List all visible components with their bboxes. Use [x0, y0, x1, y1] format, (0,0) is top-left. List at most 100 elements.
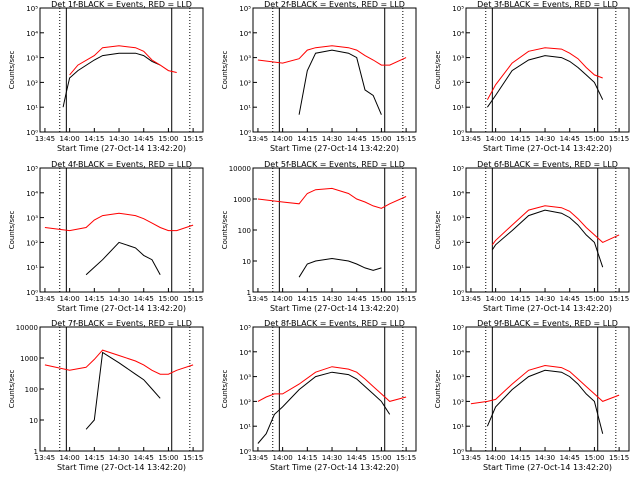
series-lld-line: [486, 47, 603, 100]
panel-det-3: 10⁰ 10¹ 10² 10³ 10⁴ 10⁵ 13:45 14:00 14:15 14:30 14…: [434, 0, 630, 153]
x-tick-label: 15:15: [609, 135, 629, 143]
x-tick-label: 13:45: [248, 135, 268, 143]
panel-det-5: 1 10 100 1000 10000 13:45 14:00 14:15 14:30 14:45…: [221, 160, 417, 313]
y-tick-label: 10⁴: [239, 349, 251, 357]
x-tick-label: 15:15: [183, 295, 203, 303]
y-tick-label: 10⁵: [26, 5, 38, 13]
x-tick-label: 14:30: [109, 135, 129, 143]
series-lld-line: [44, 212, 194, 232]
x-axis-label: Start Time (27-Oct-14 13:42:20): [57, 144, 186, 153]
y-tick-label: 10¹: [452, 104, 464, 112]
y-tick-label: 10¹: [239, 423, 251, 431]
y-tick-label: 10⁵: [239, 5, 251, 13]
y-axis-label: Counts/sec: [434, 370, 442, 409]
x-tick-label: 15:15: [396, 454, 416, 462]
x-tick-label: 14:15: [297, 135, 317, 143]
x-axis-label: Start Time (27-Oct-14 13:42:20): [483, 463, 612, 472]
x-axis-label: Start Time (27-Oct-14 13:42:20): [270, 304, 399, 313]
series-lld-line: [470, 364, 620, 405]
panel-det-9: 10⁰ 10¹ 10² 10³ 10⁴ 10⁵ 13:45 14:00 14:15 14:30 14…: [434, 319, 630, 472]
x-tick-label: 14:15: [84, 454, 104, 462]
x-tick-label: 14:15: [297, 295, 317, 303]
y-axis-label: Counts/sec: [221, 51, 229, 90]
y-tick-label: 10⁵: [239, 324, 251, 332]
y-tick-label: 10³: [26, 215, 38, 223]
panel-det-1: 10⁰ 10¹ 10² 10³ 10⁴ 10⁵ 13:45 14:00 14:15 14:30 14…: [8, 0, 204, 153]
plot-frame: [465, 167, 630, 293]
y-tick-label: 10: [242, 258, 251, 266]
x-tick-label: 13:45: [35, 295, 55, 303]
x-tick-label: 14:45: [347, 135, 367, 143]
x-tick-label: 13:45: [248, 454, 268, 462]
series-events-line: [257, 371, 391, 444]
panel-title: Det 9f-BLACK = Events, RED = LLD: [477, 319, 618, 328]
y-tick-label: 10³: [452, 215, 464, 223]
x-tick-label: 14:00: [60, 454, 80, 462]
series-lld-line: [69, 45, 177, 76]
x-tick-label: 14:30: [109, 295, 129, 303]
y-tick-label: 10⁰: [26, 129, 38, 137]
series-events-line: [85, 241, 161, 276]
x-tick-label: 14:00: [60, 295, 80, 303]
series-events-line: [491, 209, 604, 268]
x-tick-label: 15:15: [183, 454, 203, 462]
x-tick-label: 14:00: [273, 454, 293, 462]
y-axis-label: Counts/sec: [434, 211, 442, 250]
y-tick-label: 10⁰: [239, 129, 251, 137]
panel-det-6: 10⁰ 10¹ 10² 10³ 10⁴ 10⁵ 13:45 14:00 14:15 14:30 14…: [434, 160, 630, 313]
x-tick-label: 15:15: [396, 295, 416, 303]
y-tick-label: 10⁴: [26, 30, 38, 38]
x-axis-label: Start Time (27-Oct-14 13:42:20): [270, 463, 399, 472]
panel-det-2: 10⁰ 10¹ 10² 10³ 10⁴ 10⁵ 13:45 14:00 14:15 14:30 14…: [221, 0, 417, 153]
plot-frame: [39, 7, 204, 133]
y-tick-label: 10⁴: [452, 190, 464, 198]
plot-frame: [39, 167, 204, 293]
panel-title: Det 6f-BLACK = Events, RED = LLD: [477, 160, 618, 169]
x-tick-label: 13:45: [461, 454, 481, 462]
panel-det-8: 10⁰ 10¹ 10² 10³ 10⁴ 10⁵ 13:45 14:00 14:15 14:30 14…: [221, 319, 417, 472]
series-events-line: [85, 351, 161, 430]
y-tick-label: 10⁴: [452, 30, 464, 38]
series-events-line: [62, 52, 161, 108]
panel-title: Det 1f-BLACK = Events, RED = LLD: [51, 0, 192, 9]
x-tick-label: 15:15: [183, 135, 203, 143]
x-tick-label: 15:00: [371, 295, 391, 303]
series-lld-line: [257, 366, 407, 402]
panel-title: Det 5f-BLACK = Events, RED = LLD: [264, 160, 405, 169]
x-tick-label: 13:45: [35, 135, 55, 143]
y-axis-label: Counts/sec: [8, 51, 16, 90]
x-tick-label: 14:30: [535, 135, 555, 143]
y-tick-label: 10⁰: [26, 289, 38, 297]
y-axis-label: Counts/sec: [434, 51, 442, 90]
y-axis-label: Counts/sec: [8, 211, 16, 250]
y-tick-label: 10¹: [26, 104, 38, 112]
y-tick-label: 10¹: [239, 104, 251, 112]
x-tick-label: 13:45: [248, 295, 268, 303]
plot-frame: [465, 7, 630, 133]
x-axis-label: Start Time (27-Oct-14 13:42:20): [57, 463, 186, 472]
series-lld-line: [257, 45, 407, 66]
plot-frame: [252, 167, 417, 293]
x-tick-label: 14:15: [510, 454, 530, 462]
y-tick-label: 10¹: [452, 423, 464, 431]
plot-frame: [39, 326, 204, 452]
y-tick-label: 10³: [26, 55, 38, 63]
y-axis-label: Counts/sec: [221, 370, 229, 409]
panel-det-4: 10⁰ 10¹ 10² 10³ 10⁴ 10⁵ 13:45 14:00 14:15 14:30 14…: [8, 160, 204, 313]
y-tick-label: 1000: [233, 196, 251, 204]
y-tick-label: 10⁵: [452, 165, 464, 173]
y-tick-label: 10²: [239, 398, 251, 406]
y-tick-label: 10²: [239, 79, 251, 87]
x-axis-label: Start Time (27-Oct-14 13:42:20): [483, 304, 612, 313]
y-tick-label: 10⁰: [452, 289, 464, 297]
y-tick-label: 100: [238, 227, 251, 235]
x-tick-label: 15:00: [158, 454, 178, 462]
x-tick-label: 14:30: [535, 295, 555, 303]
y-tick-label: 10000: [16, 324, 38, 332]
x-tick-label: 15:00: [158, 295, 178, 303]
y-axis-label: Counts/sec: [8, 370, 16, 409]
panel-det-7: 1 10 100 1000 10000 13:45 14:00 14:15 14:30 14:45…: [8, 319, 204, 472]
y-tick-label: 10³: [452, 55, 464, 63]
x-axis-label: Start Time (27-Oct-14 13:42:20): [270, 144, 399, 153]
